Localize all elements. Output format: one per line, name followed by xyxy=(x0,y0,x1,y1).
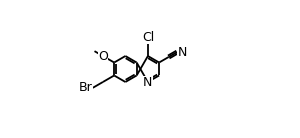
Text: N: N xyxy=(178,46,187,59)
Text: Br: Br xyxy=(78,81,92,94)
Text: Cl: Cl xyxy=(142,30,154,43)
Text: O: O xyxy=(98,50,108,63)
Text: N: N xyxy=(143,76,153,89)
